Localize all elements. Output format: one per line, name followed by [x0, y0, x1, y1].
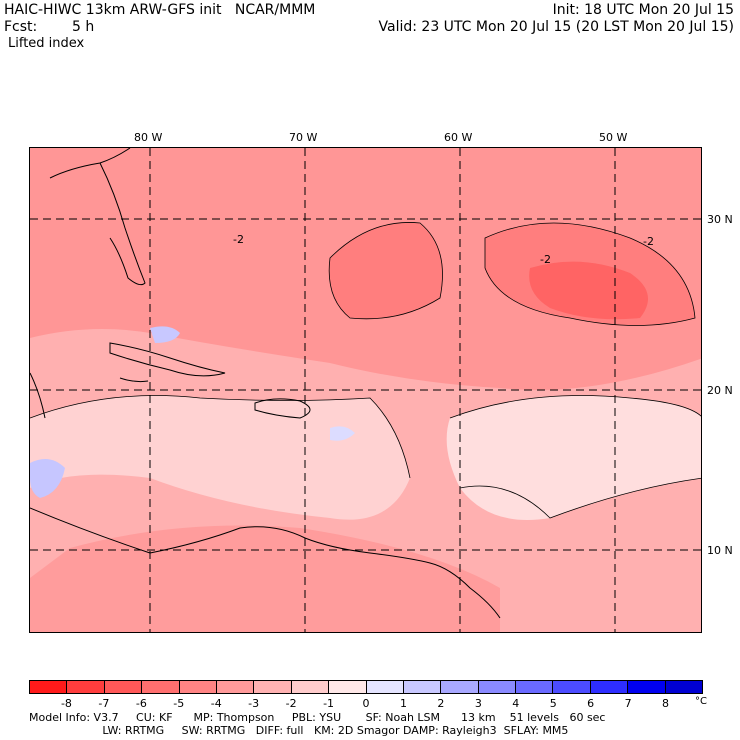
colorbar-tick-label: 4: [512, 697, 520, 710]
colorbar-cell: [142, 681, 180, 693]
forecast-value: 5 h: [72, 19, 95, 35]
init-time: Init: 18 UTC Mon 20 Jul 15: [552, 2, 734, 18]
field-core-central: [329, 222, 443, 319]
colorbar-cell: [216, 681, 255, 693]
colorbar-cell: [291, 681, 330, 693]
chart-title: HAIC-HIWC 13km ARW-GFS init NCAR/MMM: [4, 2, 316, 18]
colorbar-tick-label: -2: [285, 697, 297, 710]
colorbar-tick-label: -6: [135, 697, 147, 710]
colorbar-cell: [628, 681, 666, 693]
colorbar-tick-label: -5: [173, 697, 185, 710]
colorbar-cell: [553, 681, 591, 693]
contours: [30, 222, 701, 519]
colorbar-unit: °C: [695, 696, 707, 707]
colorbar-cell: [329, 681, 367, 693]
footer-model-info-line1: Model Info: V3.7 CU: KF MP: Thompson PBL…: [29, 711, 606, 724]
field-stable-pocket-cuba: [150, 326, 180, 343]
lon-label-60w: 60 W: [444, 131, 473, 144]
lat-label-30n: 30 N: [707, 213, 733, 226]
colorbar-tick-label: -8: [60, 697, 72, 710]
coastlines: [30, 148, 501, 619]
colorbar-tick-label: 7: [624, 697, 632, 710]
colorbar-cell: [67, 681, 105, 693]
contour-label-1: -2: [233, 233, 244, 246]
field-atlantic-light: [446, 395, 701, 520]
forecast-label: Fcst:: [4, 19, 38, 35]
contour-label-2: -2: [643, 235, 654, 248]
colorbar-cell: [516, 681, 554, 693]
colorbar-cell: [665, 681, 703, 693]
colorbar-cell: [590, 681, 629, 693]
lat-label-10n: 10 N: [707, 544, 733, 557]
lon-label-80w: 80 W: [134, 131, 163, 144]
valid-time: Valid: 23 UTC Mon 20 Jul 15 (20 LST Mon …: [378, 19, 734, 35]
colorbar-tick-label: 5: [549, 697, 557, 710]
colorbar-tick-label: 8: [662, 697, 670, 710]
footer-model-info-line2: LW: RRTMG SW: RRTMG DIFF: full KM: 2D Sm…: [29, 724, 569, 737]
colorbar-tick-label: -4: [210, 697, 222, 710]
colorbar-cell: [254, 681, 292, 693]
lon-label-70w: 70 W: [289, 131, 318, 144]
colorbar-tick-label: 6: [587, 697, 595, 710]
colorbar-cell: [366, 681, 404, 693]
field-caribbean-light: [30, 395, 410, 520]
field-stable-pocket-west: [30, 459, 65, 498]
lifted-index-map: -2 -2 -2: [29, 147, 702, 633]
contour-label-3: -2: [540, 253, 551, 266]
colorbar-tick-label: -7: [98, 697, 110, 710]
colorbar-cell: [478, 681, 517, 693]
colorbar-tick-label: 3: [474, 697, 482, 710]
colorbar-cell: [104, 681, 143, 693]
lat-label-20n: 20 N: [707, 384, 733, 397]
lon-label-50w: 50 W: [599, 131, 628, 144]
colorbar-cell: [30, 681, 68, 693]
field-stable-pocket-carib: [330, 426, 355, 441]
map-canvas: -2 -2 -2: [30, 148, 701, 632]
colorbar-tick-label: -1: [323, 697, 335, 710]
colorbar-tick-label: 2: [437, 697, 445, 710]
colorbar-cell: [179, 681, 217, 693]
colorbar-tick-label: -3: [248, 697, 260, 710]
field-core-east-strong: [529, 261, 648, 320]
colorbar-tick-label: 0: [362, 697, 370, 710]
colorbar-cell: [403, 681, 442, 693]
colorbar-cell: [441, 681, 479, 693]
colorbar: [29, 680, 703, 694]
colorbar-tick-label: 1: [399, 697, 407, 710]
field-name: Lifted index: [8, 36, 85, 51]
